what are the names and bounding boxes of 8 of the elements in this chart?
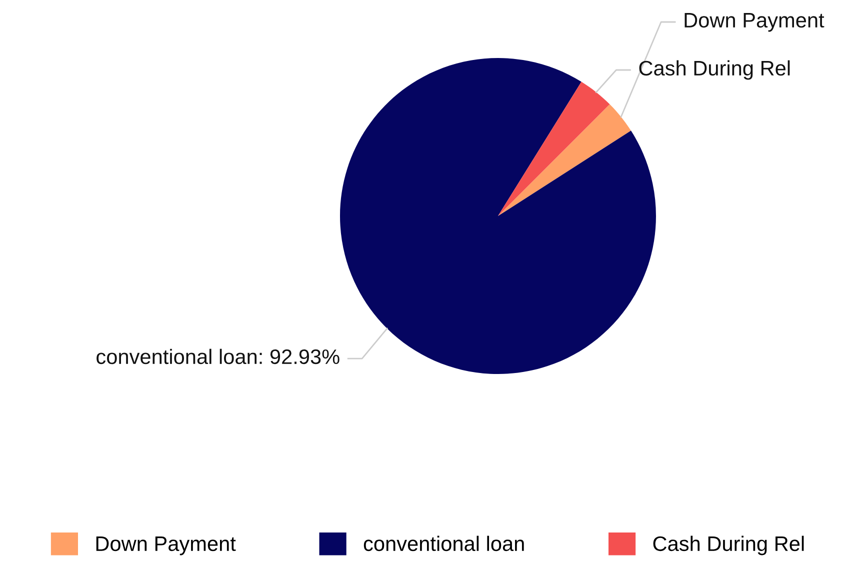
slice-label: Down Payment: [684, 13, 824, 32]
pie-slice: [498, 104, 631, 216]
data-label: conventional loan: 92.93%: [96, 348, 340, 364]
legend-label: conventional loan: [364, 536, 524, 552]
pie-slice: [498, 82, 610, 216]
slice-label: Cash During Rel: [639, 60, 790, 80]
legend-label: Down Payment: [96, 536, 236, 556]
legend-label: Cash During Rel: [653, 536, 804, 556]
